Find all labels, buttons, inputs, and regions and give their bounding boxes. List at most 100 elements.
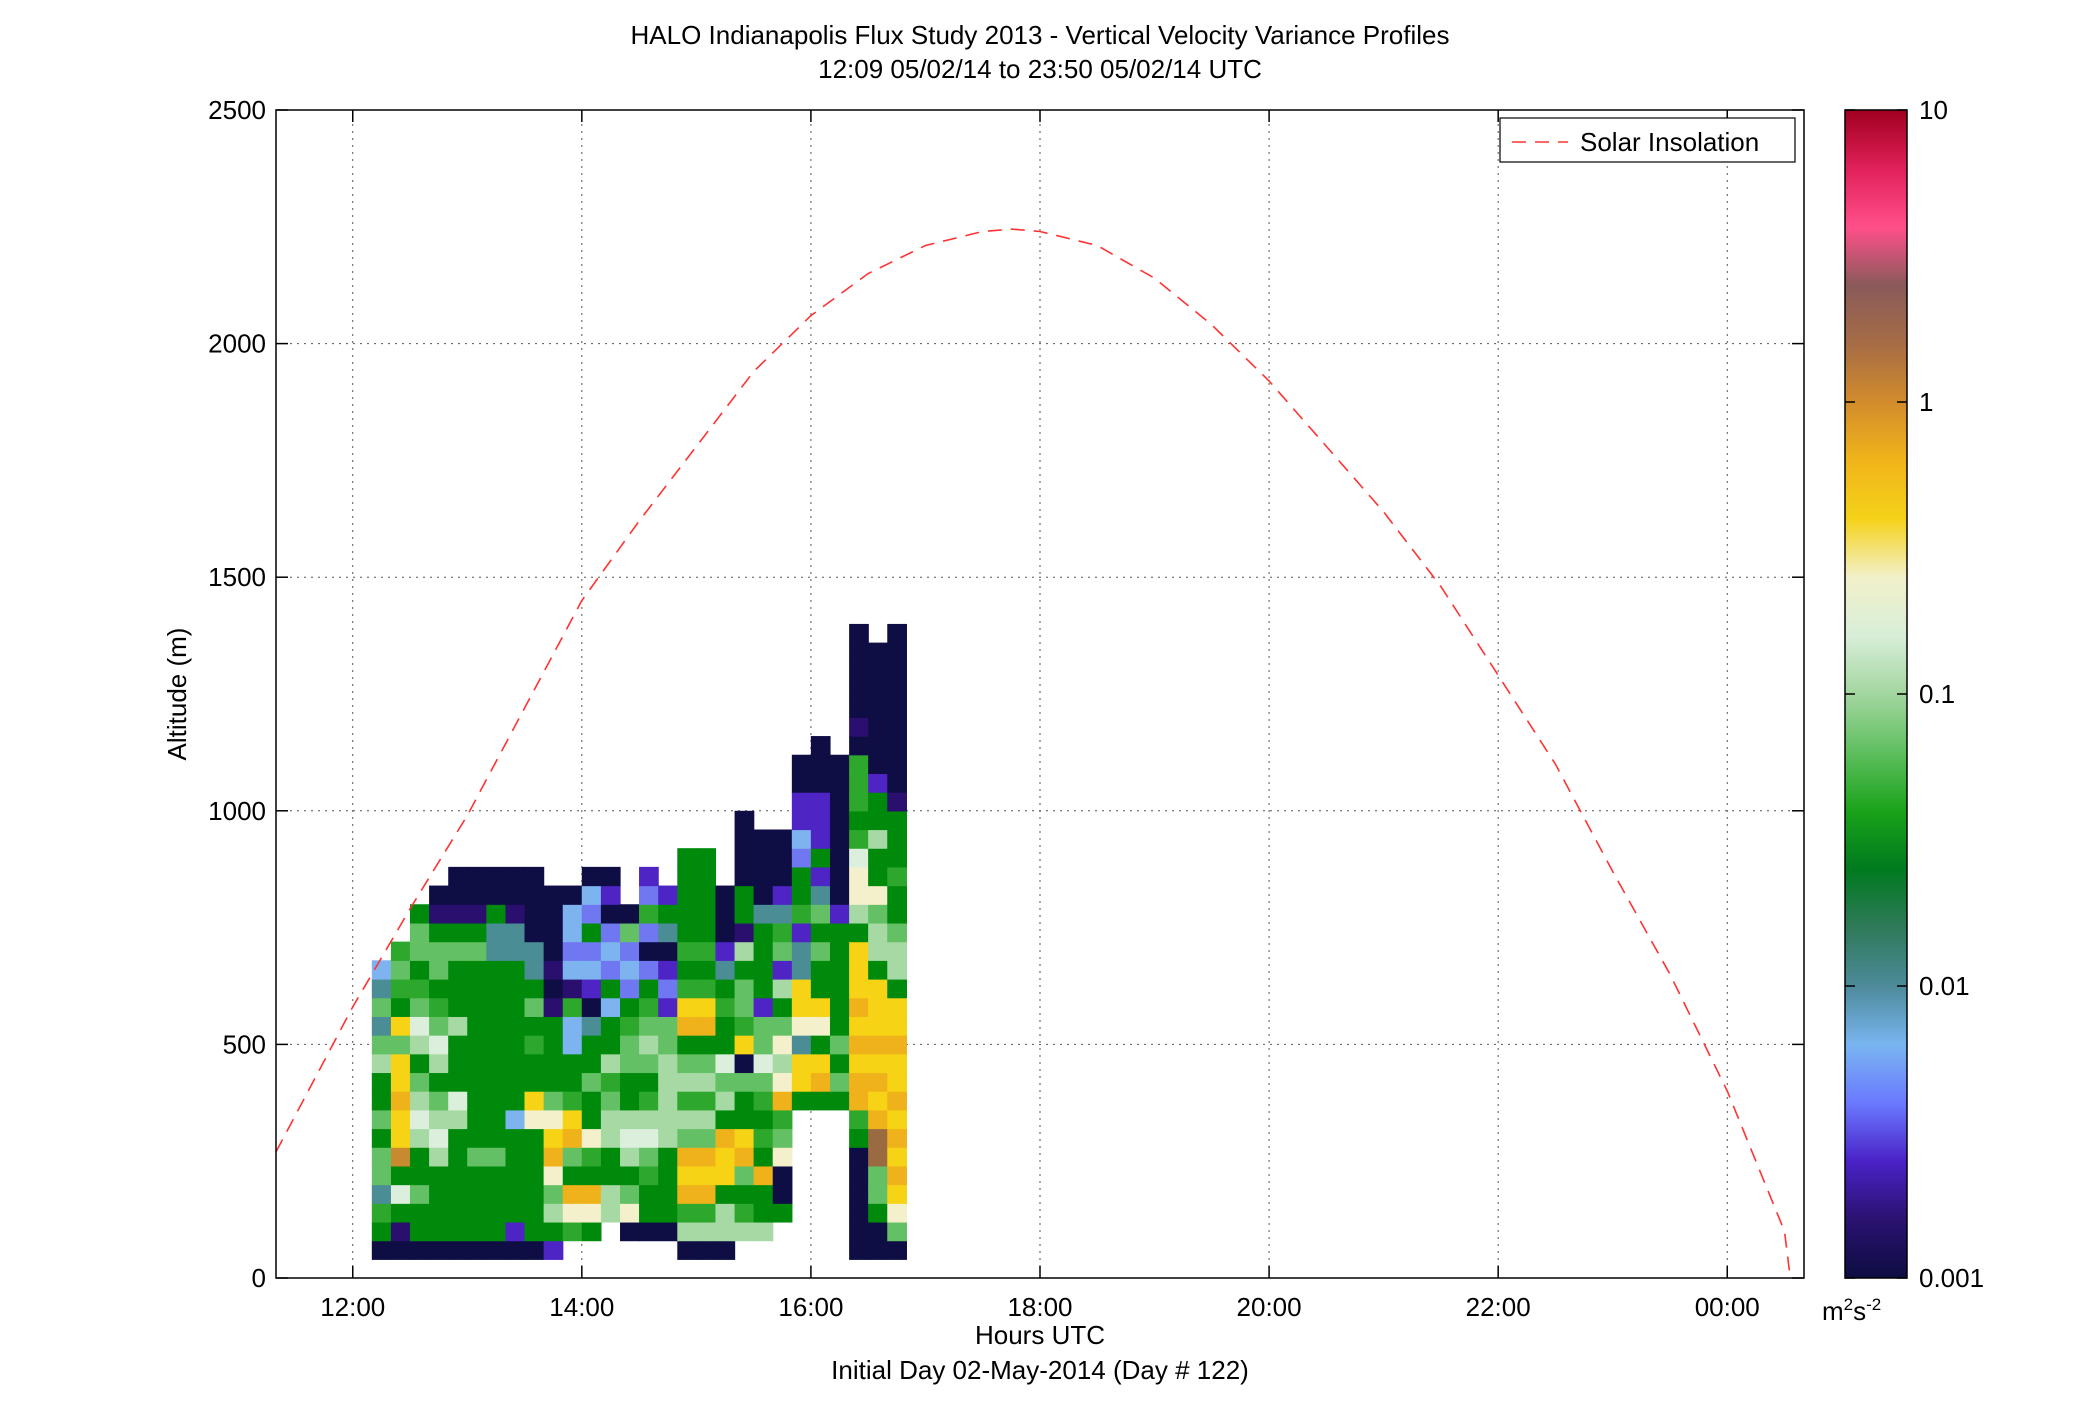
heatmap-cell: [829, 829, 850, 849]
y-tick-label: 2000: [208, 329, 266, 359]
x-axis-label-2: Initial Day 02-May-2014 (Day # 122): [831, 1355, 1249, 1385]
heatmap-cell: [658, 1072, 678, 1092]
heatmap-cell: [887, 1053, 907, 1074]
heatmap-cell: [753, 1147, 774, 1167]
heatmap-cell: [868, 978, 888, 999]
heatmap-cell: [810, 736, 831, 756]
heatmap-cell: [868, 960, 888, 980]
heatmap-cell: [448, 1128, 468, 1148]
heatmap-cell: [562, 978, 583, 999]
heatmap-cell: [486, 866, 507, 887]
heatmap-cell: [849, 1203, 869, 1223]
heatmap-cell: [868, 904, 888, 924]
heatmap-cell: [505, 941, 526, 961]
heatmap-cell: [887, 1165, 907, 1186]
heatmap-cell: [753, 885, 774, 905]
axis-ticks: 12:00 14:00 16:00 18:00 20:00 22:00 00:00 0 500 1…: [208, 95, 1804, 1322]
heatmap-cell: [791, 960, 812, 980]
heatmap-cell: [658, 1091, 678, 1111]
heatmap-cell: [409, 1091, 430, 1111]
heatmap-cell: [887, 736, 907, 756]
heatmap-cell: [658, 1203, 678, 1223]
heatmap-cell: [562, 904, 583, 924]
heatmap-cell: [791, 866, 812, 887]
colorbar-tick-label: 1: [1919, 387, 1933, 417]
heatmap-cell: [524, 885, 545, 905]
heatmap-cell: [772, 1128, 793, 1148]
heatmap-cell: [696, 848, 717, 868]
heatmap-cell: [677, 1091, 698, 1111]
heatmap-cell: [658, 1109, 678, 1130]
heatmap-cell: [753, 941, 774, 961]
heatmap-cell: [524, 922, 545, 943]
heatmap-cell: [448, 1203, 468, 1223]
heatmap-cell: [620, 960, 640, 980]
heatmap-cell: [448, 1147, 468, 1167]
heatmap-cell: [562, 1184, 583, 1204]
heatmap-cell: [448, 904, 468, 924]
heatmap-cell: [429, 1240, 449, 1260]
heatmap-cell: [620, 978, 640, 999]
heatmap-cell: [658, 1165, 678, 1186]
heatmap-cell: [486, 941, 507, 961]
heatmap-cell: [734, 1091, 755, 1111]
y-tick-label: 500: [223, 1029, 266, 1059]
heatmap-cell: [620, 1203, 640, 1223]
y-tick-label: 2500: [208, 95, 266, 125]
heatmap-cell: [448, 1109, 468, 1130]
heatmap-cell: [543, 1240, 564, 1260]
heatmap-cell: [505, 1165, 526, 1186]
heatmap-cell: [543, 1147, 564, 1167]
heatmap-cell: [772, 1109, 793, 1130]
heatmap-cell: [868, 1109, 888, 1130]
heatmap-cell: [448, 1072, 468, 1092]
heatmap-cell: [849, 941, 869, 961]
heatmap-cell: [715, 922, 736, 943]
heatmap-cell: [543, 1184, 564, 1204]
heatmap-cell: [486, 904, 507, 924]
heatmap-cell: [600, 1091, 621, 1111]
heatmap-cell: [467, 1165, 487, 1186]
heatmap-cell: [849, 810, 869, 831]
heatmap-cell: [753, 1128, 774, 1148]
heatmap-cell: [868, 1165, 888, 1186]
heatmap-cell: [753, 1203, 774, 1223]
heatmap-cell: [696, 1109, 717, 1130]
heatmap-cell: [887, 642, 907, 662]
heatmap-cell: [734, 922, 755, 943]
heatmap-cell: [562, 941, 583, 961]
heatmap-cell: [505, 1240, 526, 1260]
heatmap-cell: [810, 941, 831, 961]
heatmap-cell: [658, 1053, 678, 1074]
heatmap-cell: [810, 1072, 831, 1092]
heatmap-cell: [600, 997, 621, 1017]
heatmap-cell: [486, 978, 507, 999]
heatmap-cell: [639, 1128, 659, 1148]
heatmap-cell: [658, 941, 678, 961]
heatmap-cell: [390, 1035, 411, 1055]
heatmap-cell: [810, 866, 831, 887]
heatmap-cell: [868, 885, 888, 905]
heatmap-cell: [620, 1109, 640, 1130]
heatmap-cell: [753, 1109, 774, 1130]
heatmap-cell: [887, 1109, 907, 1130]
heatmap-cell: [371, 1016, 392, 1036]
heatmap-cell: [677, 904, 698, 924]
heatmap-cell: [829, 885, 850, 905]
heatmap-cell: [505, 1072, 526, 1092]
heatmap-cell: [600, 1203, 621, 1223]
heatmap-cell: [791, 848, 812, 868]
heatmap-cell: [696, 941, 717, 961]
heatmap-cell: [600, 904, 621, 924]
heatmap-cell: [409, 1016, 430, 1036]
heatmap-cell: [581, 904, 602, 924]
heatmap-cell: [734, 829, 755, 849]
heatmap-cell: [772, 904, 793, 924]
heatmap-cell: [390, 1016, 411, 1036]
heatmap-cell: [734, 1016, 755, 1036]
heatmap-cell: [868, 642, 888, 662]
heatmap-cell: [467, 1053, 487, 1074]
heatmap-cell: [696, 1165, 717, 1186]
heatmap-cell: [829, 978, 850, 999]
